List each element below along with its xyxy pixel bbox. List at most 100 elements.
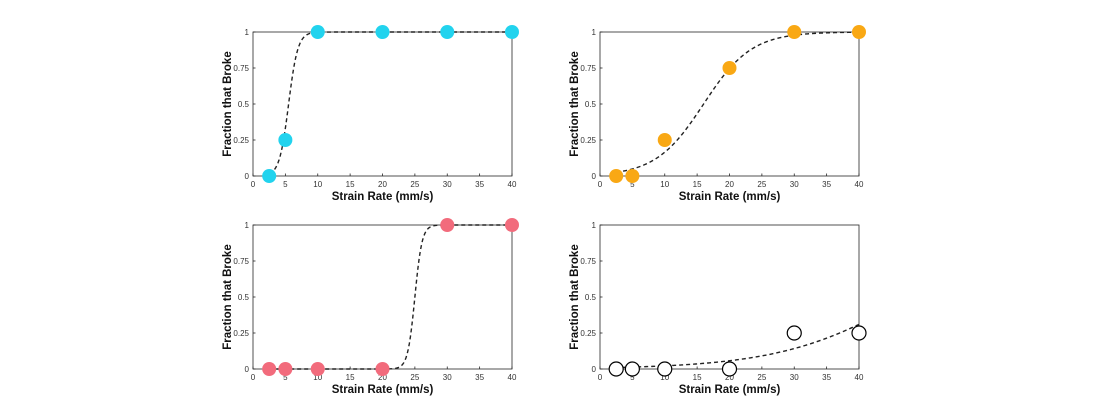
data-point (375, 362, 390, 376)
x-tick-label: 5 (283, 180, 288, 189)
x-tick-label: 25 (410, 180, 419, 189)
x-tick-label: 40 (855, 180, 864, 189)
data-point (375, 25, 390, 39)
x-tick-label: 20 (725, 180, 734, 189)
data-point (262, 169, 277, 183)
y-axis-label: Fraction that Broke (222, 244, 234, 349)
y-tick-label: 0 (245, 172, 250, 181)
y-tick-label: 0.25 (580, 329, 596, 338)
x-tick-label: 35 (822, 373, 831, 382)
panel-bottom-left: 0 5 10 15 20 25 30 35 40 0 0.25 0.5 0.75 1 Strain Rate… (222, 218, 519, 396)
x-tick-label: 20 (725, 373, 734, 382)
x-tick-label: 0 (598, 180, 603, 189)
fit-curve (269, 224, 512, 370)
x-axis-label: Strain Rate (mm/s) (332, 191, 434, 203)
y-tick-label: 0.25 (233, 329, 249, 338)
y-tick-label: 0.75 (233, 64, 249, 73)
x-tick-label: 10 (313, 180, 322, 189)
x-tick-label: 0 (251, 373, 256, 382)
x-tick-label: 10 (313, 373, 322, 382)
x-tick-label: 40 (508, 373, 517, 382)
y-axis-label: Fraction that Broke (569, 244, 581, 349)
x-axis-label: Strain Rate (mm/s) (332, 384, 434, 396)
x-tick-label: 25 (410, 373, 419, 382)
x-tick-label: 30 (790, 373, 799, 382)
axes-box (599, 31, 860, 177)
fit-curve (268, 31, 512, 175)
x-tick-label: 30 (443, 373, 452, 382)
x-axis-label: Strain Rate (mm/s) (679, 191, 781, 203)
y-tick-label: 0.5 (238, 100, 250, 109)
y-tick-label: 0 (592, 172, 597, 181)
y-tick-label: 0.5 (585, 100, 597, 109)
x-tick-label: 15 (346, 373, 355, 382)
x-tick-label: 5 (283, 373, 288, 382)
y-tick-label: 0.75 (580, 64, 596, 73)
data-point (851, 325, 867, 341)
x-tick-label: 15 (693, 180, 702, 189)
data-point (786, 325, 802, 341)
data-point (262, 362, 277, 376)
data-point (787, 25, 802, 39)
x-tick-label: 0 (598, 373, 603, 382)
y-tick-label: 0.5 (238, 293, 250, 302)
data-point (625, 169, 640, 183)
y-tick-label: 0 (245, 365, 250, 374)
y-axis-label: Fraction that Broke (222, 51, 234, 156)
x-tick-label: 15 (346, 180, 355, 189)
x-tick-label: 5 (630, 180, 635, 189)
data-point (440, 218, 455, 232)
x-tick-label: 40 (508, 180, 517, 189)
x-tick-label: 0 (251, 180, 256, 189)
axes-box (252, 31, 513, 177)
data-point (440, 25, 455, 39)
axes-box (599, 224, 860, 370)
y-tick-label: 0.75 (580, 257, 596, 266)
fit-curve (616, 323, 860, 369)
y-tick-label: 0.25 (233, 136, 249, 145)
x-tick-label: 35 (475, 373, 484, 382)
y-tick-label: 0 (592, 365, 597, 374)
data-point (310, 362, 325, 376)
data-point (722, 61, 737, 75)
data-point (310, 25, 325, 39)
x-axis-label: Strain Rate (mm/s) (679, 384, 781, 396)
y-tick-label: 1 (245, 221, 250, 230)
y-tick-label: 1 (592, 28, 597, 37)
data-point (609, 169, 624, 183)
data-point (505, 25, 519, 39)
data-point (852, 25, 866, 39)
data-point (278, 133, 293, 147)
x-tick-label: 35 (822, 180, 831, 189)
x-tick-label: 35 (475, 180, 484, 189)
x-tick-label: 10 (660, 180, 669, 189)
y-axis-label: Fraction that Broke (569, 51, 581, 156)
y-tick-label: 0.75 (233, 257, 249, 266)
axes-box (252, 224, 513, 370)
y-tick-label: 0.25 (580, 136, 596, 145)
data-point (624, 361, 640, 377)
y-tick-label: 1 (592, 221, 597, 230)
data-point (657, 133, 672, 147)
x-tick-label: 30 (790, 180, 799, 189)
x-tick-label: 15 (693, 373, 702, 382)
x-tick-label: 20 (378, 180, 387, 189)
data-point (721, 361, 738, 377)
x-tick-label: 10 (660, 373, 669, 382)
panel-top-right: 0 5 10 15 20 25 30 35 40 0 0.25 0.5 0.75 1 Strain Rate… (569, 25, 866, 203)
x-tick-label: 20 (378, 373, 387, 382)
x-tick-label: 30 (443, 180, 452, 189)
y-tick-label: 1 (245, 28, 250, 37)
x-tick-label: 5 (630, 373, 635, 382)
panel-bottom-right: 0 5 10 15 20 25 30 35 40 0 0.25 0.5 0.75 1 Strain Rate… (569, 221, 867, 396)
data-point (505, 218, 519, 232)
data-point (608, 361, 624, 377)
data-point (657, 361, 673, 377)
y-tick-label: 0.5 (585, 293, 597, 302)
x-tick-label: 25 (757, 373, 766, 382)
x-tick-label: 40 (855, 373, 864, 382)
panel-top-left: 0 5 10 15 20 25 30 35 40 0 0.25 0.5 0.75 1 Strain Rate… (222, 25, 519, 203)
x-tick-label: 25 (757, 180, 766, 189)
data-point (278, 362, 293, 376)
